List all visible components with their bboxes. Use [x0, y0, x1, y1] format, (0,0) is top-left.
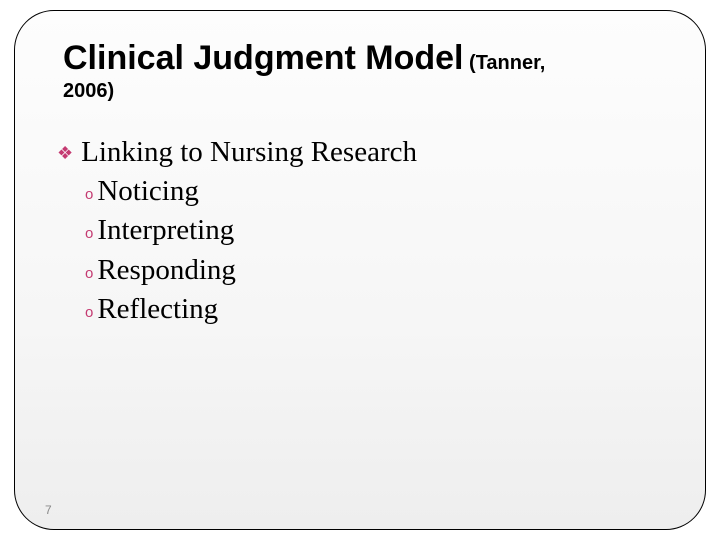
- main-item-text: Linking to Nursing Research: [81, 133, 417, 172]
- circle-bullet-icon: o: [85, 185, 93, 205]
- sub-item-text: Noticing: [97, 172, 199, 211]
- circle-bullet-icon: o: [85, 303, 93, 323]
- main-bullet-item: ❖ Linking to Nursing Research: [57, 133, 657, 172]
- title-citation-inline: (Tanner,: [463, 52, 545, 74]
- circle-bullet-icon: o: [85, 264, 93, 284]
- list-item: o Responding: [85, 251, 657, 290]
- sub-item-text: Responding: [97, 251, 236, 290]
- slide-title: Clinical Judgment Model (Tanner, 2006): [63, 39, 657, 103]
- sub-item-text: Interpreting: [97, 211, 234, 250]
- list-item: o Noticing: [85, 172, 657, 211]
- slide-frame: Clinical Judgment Model (Tanner, 2006) ❖…: [14, 10, 706, 530]
- title-citation-line2: 2006): [63, 80, 657, 103]
- title-main: Clinical Judgment Model: [63, 39, 463, 77]
- diamond-bullet-icon: ❖: [57, 141, 73, 165]
- circle-bullet-icon: o: [85, 224, 93, 244]
- sub-item-text: Reflecting: [97, 290, 218, 329]
- list-item: o Interpreting: [85, 211, 657, 250]
- page-number: 7: [45, 503, 52, 517]
- list-item: o Reflecting: [85, 290, 657, 329]
